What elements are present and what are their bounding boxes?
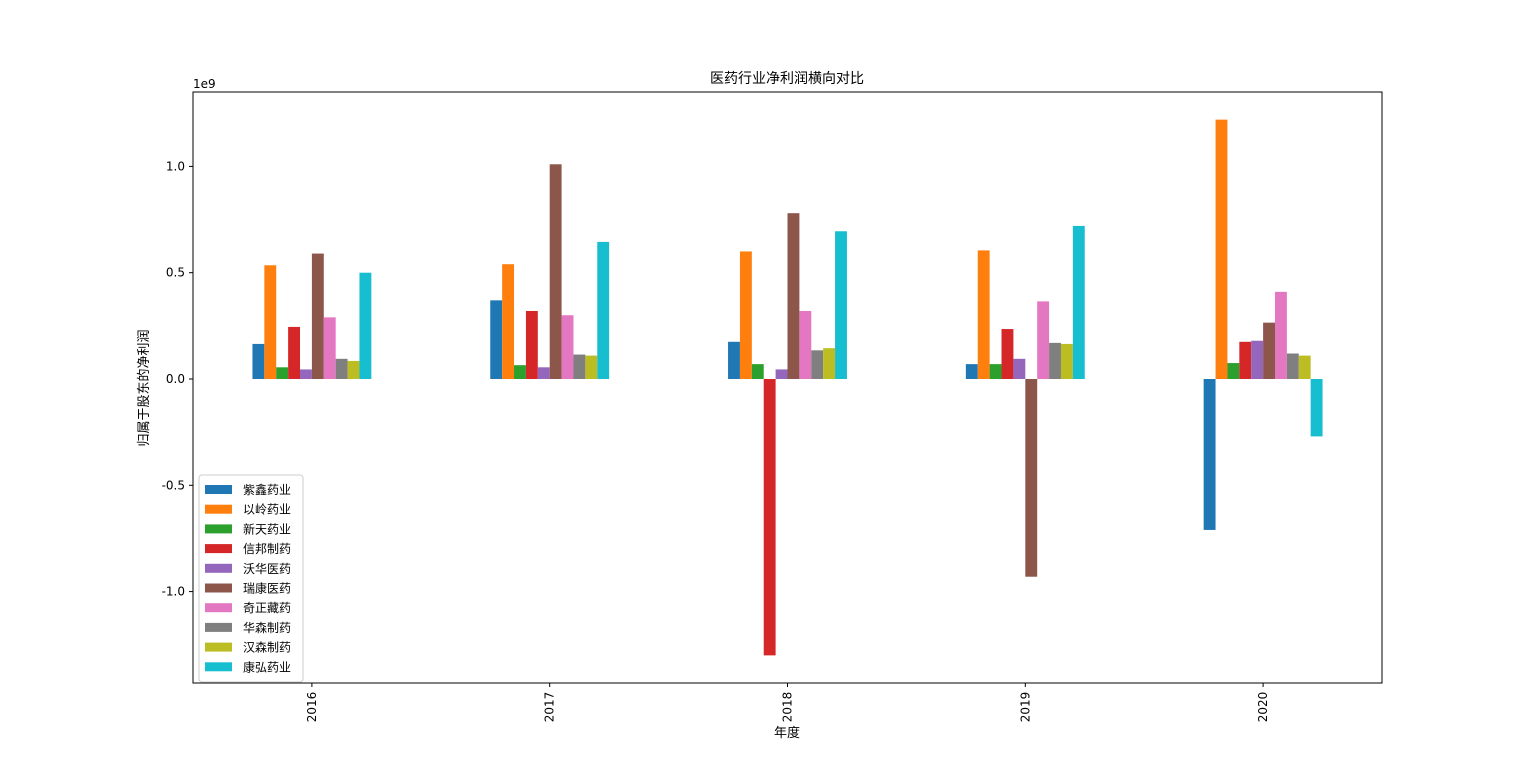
legend-label: 新天药业	[243, 521, 291, 536]
y-offset-label: 1e9	[193, 77, 216, 91]
legend-label: 华森制药	[243, 620, 291, 635]
bar-康弘药业-2016	[359, 272, 372, 379]
legend-swatch	[205, 524, 232, 534]
bar-瑞康医药-2019	[1025, 379, 1038, 577]
legend-label: 以岭药业	[243, 503, 291, 517]
bar-华森制药-2019	[1049, 342, 1061, 379]
bar-以岭药业-2018	[739, 251, 752, 379]
bar-新天药业-2016	[276, 367, 289, 379]
bar-沃华医药-2018	[775, 369, 788, 379]
bar-康弘药业-2017	[597, 241, 610, 379]
bar-奇正藏药-2020	[1274, 291, 1287, 379]
legend-swatch	[205, 504, 232, 514]
bar-奇正藏药-2017	[561, 315, 574, 379]
bar-新天药业-2018	[751, 364, 764, 379]
bar-信邦制药-2017	[525, 310, 538, 379]
y-tick-label: -0.5	[162, 478, 185, 492]
legend-swatch	[205, 642, 232, 652]
bar-康弘药业-2018	[835, 231, 847, 379]
bar-新天药业-2019	[989, 364, 1002, 379]
y-tick-label: 0.5	[166, 266, 185, 280]
bar-汉森制药-2016	[347, 360, 360, 379]
bar-汉森制药-2019	[1060, 343, 1073, 379]
bar-瑞康医药-2020	[1263, 322, 1275, 379]
x-axis-title: 年度	[774, 725, 800, 741]
bar-瑞康医药-2018	[787, 213, 800, 379]
legend-swatch	[205, 583, 232, 593]
bar-以岭药业-2017	[502, 264, 515, 379]
bar-奇正藏药-2018	[799, 310, 812, 379]
x-tick-label: 2019	[1018, 692, 1032, 723]
bar-华森制药-2016	[335, 358, 348, 379]
legend-swatch	[205, 662, 232, 672]
legend-label: 紫鑫药业	[243, 482, 291, 497]
legend-label: 康弘药业	[243, 659, 291, 674]
bar-康弘药业-2019	[1072, 225, 1085, 379]
legend-swatch	[205, 603, 232, 613]
x-tick-label: 2018	[781, 692, 795, 723]
bar-新天药业-2020	[1227, 363, 1240, 379]
bar-瑞康医药-2016	[311, 253, 324, 379]
legend-swatch	[205, 622, 232, 632]
bar-沃华医药-2019	[1013, 358, 1026, 379]
bar-汉森制药-2017	[585, 355, 598, 379]
bar-康弘药业-2020	[1310, 379, 1323, 437]
legend-label: 信邦制药	[243, 542, 291, 556]
bar-信邦制药-2019	[1001, 329, 1014, 379]
bar-奇正藏药-2019	[1037, 301, 1050, 379]
legend-label: 奇正藏药	[243, 601, 291, 615]
legend-swatch	[205, 563, 232, 573]
bar-紫鑫药业-2016	[252, 343, 265, 379]
bar-信邦制药-2016	[288, 326, 301, 379]
bar-华森制药-2017	[573, 354, 586, 379]
y-tick-label: 1.0	[166, 159, 185, 173]
bar-汉森制药-2020	[1298, 355, 1311, 379]
axes-layer: -1.0 -0.5 0.0 0.5 1.0 2016 2017 2018 2019 2020	[162, 91, 1383, 723]
bar-紫鑫药业-2018	[728, 341, 740, 379]
y-axis-title: 归属于股东的净利润	[136, 329, 152, 446]
bar-沃华医药-2016	[300, 369, 312, 379]
legend-label: 瑞康医药	[243, 581, 291, 596]
bar-沃华医药-2017	[537, 367, 550, 379]
bar-汉森制药-2018	[823, 348, 836, 379]
bar-瑞康医药-2017	[549, 164, 562, 379]
y-tick-label: 0.0	[166, 372, 185, 386]
bar-信邦制药-2020	[1239, 341, 1252, 379]
legend-label: 沃华医药	[243, 562, 291, 576]
legend-label: 汉森制药	[243, 640, 291, 655]
x-tick-label: 2017	[543, 692, 557, 723]
y-tick-label: -1.0	[162, 585, 185, 599]
legend-swatch	[205, 544, 232, 554]
bar-紫鑫药业-2019	[965, 364, 978, 379]
bar-紫鑫药业-2017	[490, 300, 503, 379]
bar-新天药业-2017	[514, 365, 526, 379]
bar-华森制药-2020	[1286, 353, 1299, 379]
x-tick-label: 2016	[305, 692, 319, 723]
bar-沃华医药-2020	[1251, 340, 1264, 379]
bar-以岭药业-2016	[264, 265, 277, 379]
chart-title: 医药行业净利润横向对比	[710, 71, 864, 87]
bar-以岭药业-2019	[977, 250, 990, 379]
bar-信邦制药-2018	[763, 379, 776, 656]
bar-华森制药-2018	[811, 350, 824, 379]
legend-swatch	[205, 485, 232, 494]
bar-以岭药业-2020	[1215, 119, 1228, 379]
bars-layer	[252, 119, 1323, 656]
x-tick-label: 2020	[1256, 692, 1270, 723]
bar-奇正藏药-2016	[323, 317, 336, 379]
bar-紫鑫药业-2020	[1203, 379, 1216, 530]
